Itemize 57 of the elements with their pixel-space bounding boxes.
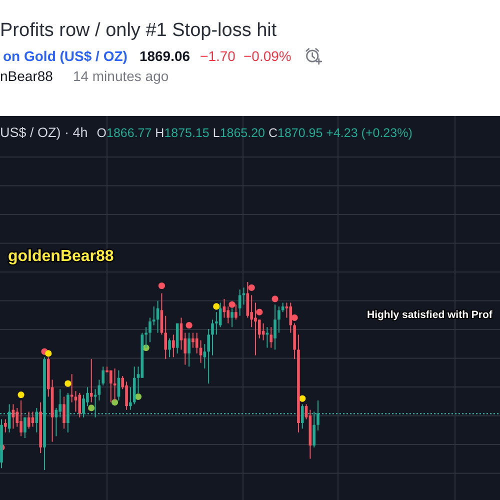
candlestick bbox=[230, 308, 234, 328]
candlestick bbox=[27, 411, 30, 430]
candlestick bbox=[20, 400, 22, 437]
chart-title: Profits row / only #1 Stop-loss hit bbox=[0, 20, 278, 41]
point bbox=[186, 322, 192, 329]
candlestick bbox=[215, 312, 218, 336]
candlestick bbox=[160, 292, 164, 336]
text: 14 minutes ago bbox=[72, 68, 169, 84]
text: 1869.06 bbox=[139, 48, 190, 64]
candlestick bbox=[172, 334, 175, 358]
point bbox=[291, 314, 298, 322]
point bbox=[213, 303, 220, 310]
text: Highly satisfied with Prof bbox=[367, 309, 493, 321]
text: nBear88 bbox=[0, 68, 54, 84]
text: goldenBear88 bbox=[8, 248, 114, 265]
text: −1.70 bbox=[200, 48, 236, 64]
candlestick bbox=[148, 317, 152, 343]
candlestick bbox=[274, 304, 276, 350]
point bbox=[256, 308, 263, 316]
point bbox=[248, 284, 255, 291]
point bbox=[228, 301, 236, 308]
candlestick bbox=[78, 392, 82, 418]
candlestick bbox=[278, 306, 280, 334]
point bbox=[18, 392, 24, 398]
candlestick bbox=[207, 328, 210, 384]
text: O1866.77 H1875.15 L1865.20 C1870.95 +4.23 (+0.23%) bbox=[96, 126, 412, 140]
candlestick bbox=[211, 319, 214, 356]
candlestick bbox=[24, 416, 26, 439]
point bbox=[272, 296, 278, 302]
point bbox=[158, 282, 166, 290]
candlestick bbox=[4, 418, 7, 433]
candlestick bbox=[90, 358, 93, 403]
text: −0.09% bbox=[243, 48, 292, 64]
candlestick bbox=[188, 332, 190, 368]
candlestick bbox=[192, 332, 194, 348]
candlestick bbox=[110, 370, 112, 403]
candlestick bbox=[129, 386, 132, 410]
text: US$ / OZ) · 4h bbox=[0, 125, 88, 140]
candlestick bbox=[168, 338, 171, 358]
candlestick bbox=[195, 332, 198, 354]
point bbox=[88, 404, 95, 412]
point bbox=[45, 350, 52, 357]
point bbox=[64, 380, 72, 387]
candlestick bbox=[258, 319, 261, 339]
chart-subtitle: on Gold (US$ / OZ) bbox=[3, 48, 128, 64]
candlestick bbox=[152, 306, 156, 326]
candlestick bbox=[238, 289, 242, 316]
candlestick bbox=[113, 368, 116, 401]
candlestick bbox=[125, 381, 128, 410]
candlestick bbox=[250, 294, 253, 328]
candlestick bbox=[102, 366, 104, 386]
candlestick bbox=[164, 315, 168, 360]
candlestick bbox=[74, 390, 78, 412]
candlestick bbox=[62, 396, 66, 430]
candlestick bbox=[270, 326, 273, 348]
candlestick bbox=[98, 379, 101, 401]
point bbox=[112, 399, 118, 406]
